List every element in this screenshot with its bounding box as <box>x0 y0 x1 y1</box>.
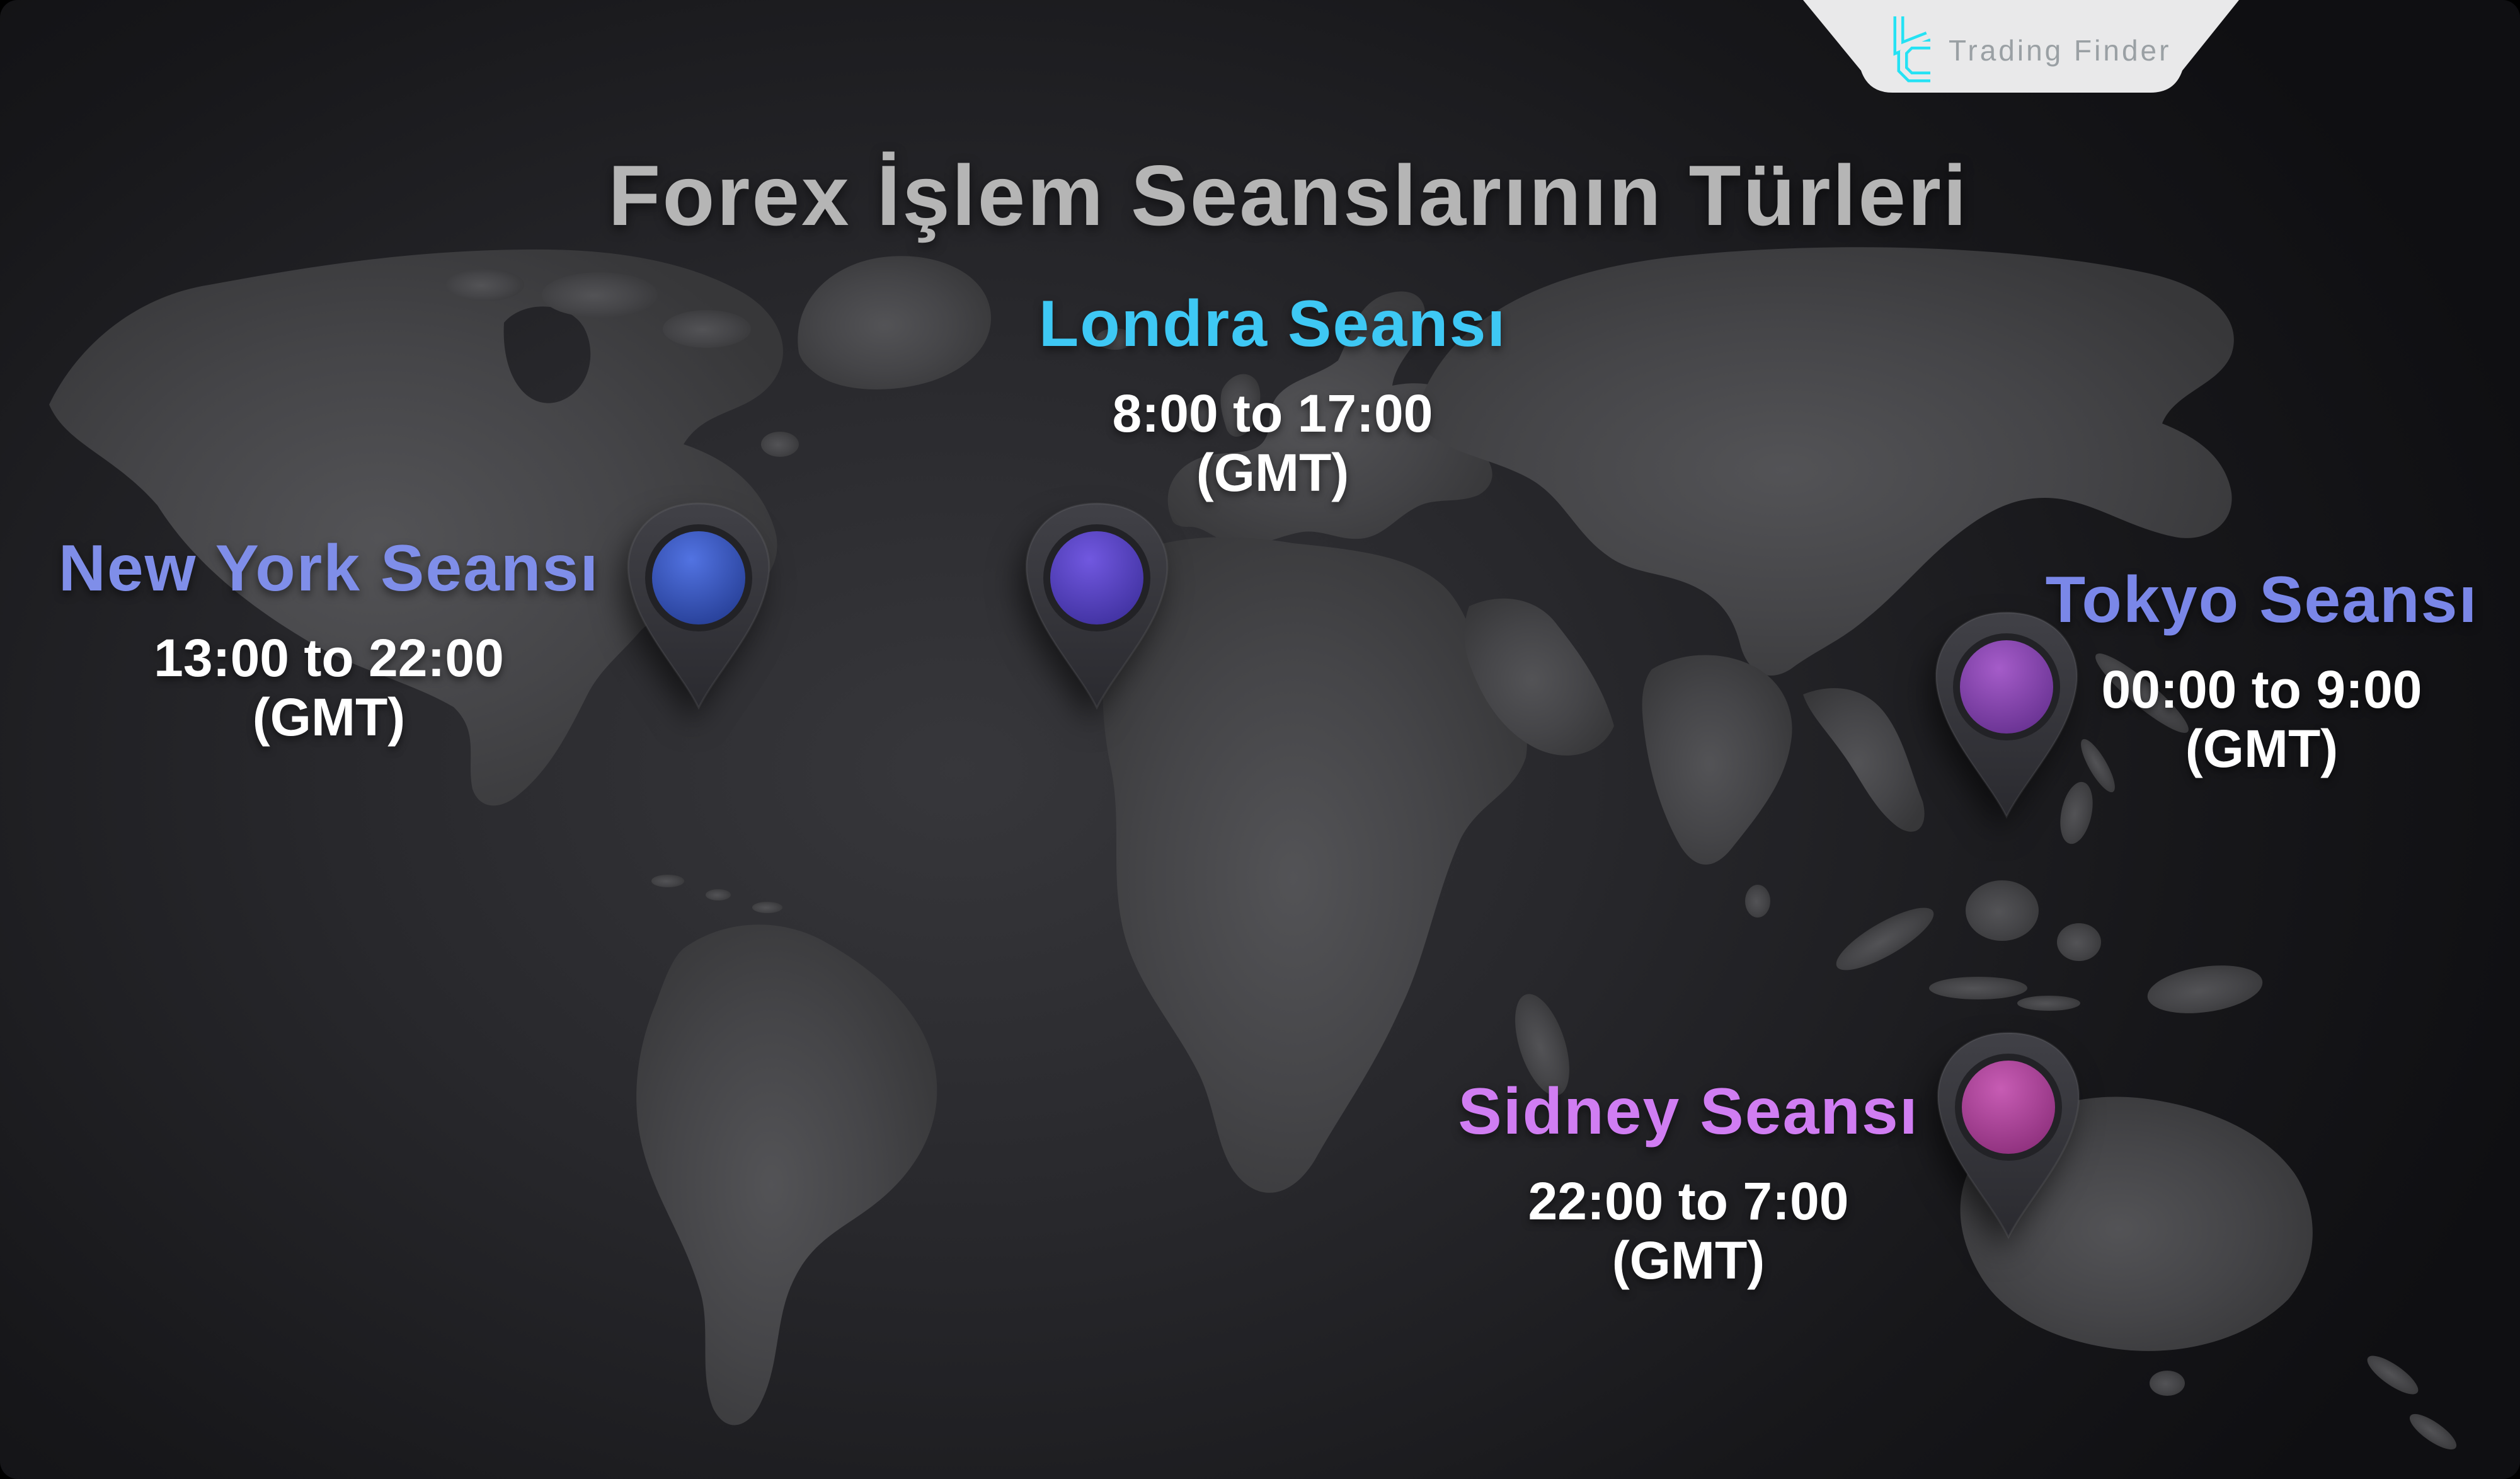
page-title: Forex İşlem Seanslarının Türleri <box>608 147 1969 243</box>
session-time: 8:00 to 17:00 <box>1112 384 1433 443</box>
session-time: 22:00 to 7:00 <box>1528 1171 1849 1231</box>
session-time: 00:00 to 9:00 <box>2101 660 2422 719</box>
session-name: Londra Seansı <box>1038 287 1507 360</box>
map-pin-sidney <box>1937 1032 2080 1240</box>
trading-finder-logo-icon <box>1893 16 1930 83</box>
continents <box>49 247 2457 1450</box>
session-timezone: (GMT) <box>1196 443 1349 502</box>
session-timezone: (GMT) <box>252 688 406 747</box>
session-sidney: Sidney Seansı 22:00 to 7:00 (GMT) <box>1458 1079 1918 1287</box>
logo-badge <box>1803 0 2239 93</box>
session-time: 13:00 to 22:00 <box>154 628 504 688</box>
session-london: Londra Seansı 8:00 to 17:00 (GMT) <box>1039 291 1507 499</box>
session-new-york: New York Seansı 13:00 to 22:00 (GMT) <box>59 536 600 744</box>
session-tokyo: Tokyo Seansı 00:00 to 9:00 (GMT) <box>2046 567 2478 775</box>
map-pin-tokyo <box>1935 611 2078 819</box>
session-name: Tokyo Seansı <box>2045 563 2478 636</box>
map-pin-london <box>1025 502 1169 710</box>
session-timezone: (GMT) <box>1612 1231 1765 1290</box>
session-timezone: (GMT) <box>2185 719 2339 778</box>
map-pin-new-york <box>627 502 770 710</box>
brand-text: Trading Finder <box>1949 34 2171 67</box>
session-name: Sidney Seansı <box>1458 1075 1919 1148</box>
brand-logo: Trading Finder <box>1803 0 2239 93</box>
session-name: New York Seansı <box>58 532 600 605</box>
